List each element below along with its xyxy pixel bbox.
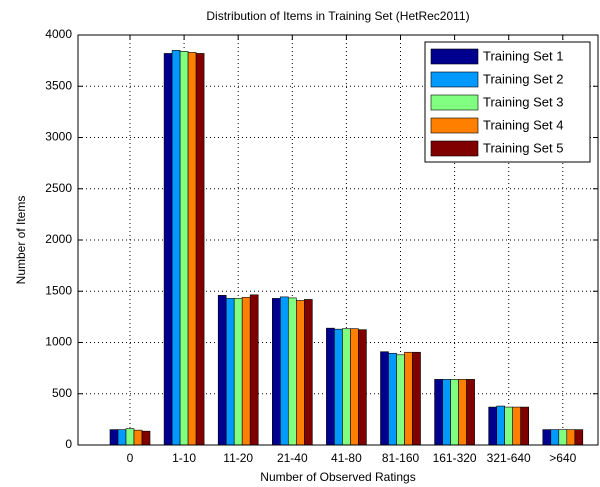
bar (496, 405, 506, 446)
bar (434, 379, 443, 446)
bar (566, 429, 576, 446)
y-tick-label: 2000 (45, 232, 72, 246)
bar (225, 298, 235, 446)
bar (358, 329, 367, 446)
bar (504, 406, 514, 446)
y-tick-label: 3500 (45, 78, 72, 92)
bar (404, 351, 413, 446)
bar (133, 429, 143, 446)
legend-label: Training Set 1 (483, 48, 563, 63)
bar (295, 300, 305, 446)
bar (287, 297, 297, 446)
bar (249, 294, 259, 446)
x-tick-label: 21-40 (277, 451, 308, 465)
bar (466, 379, 475, 446)
legend-swatch (430, 71, 479, 88)
bar (458, 379, 467, 446)
y-axis-label: Number of Items (14, 196, 28, 285)
bar (217, 295, 227, 446)
bar (350, 328, 359, 446)
y-tick-label: 4000 (45, 27, 72, 41)
bar (233, 298, 243, 446)
bar (380, 351, 389, 446)
y-tick-label: 2500 (45, 181, 72, 195)
legend-swatch (430, 94, 479, 111)
bar (303, 299, 313, 446)
legend-swatch (430, 48, 479, 65)
bar (342, 328, 351, 446)
bar (163, 53, 173, 446)
bar (412, 351, 421, 446)
bar (171, 50, 181, 446)
bar (512, 406, 522, 446)
bar (109, 429, 119, 446)
bar (326, 327, 335, 446)
x-tick-label: 161-320 (433, 451, 477, 465)
x-tick-label: 81-160 (382, 451, 420, 465)
bar (442, 379, 451, 446)
bar (396, 354, 405, 446)
bar (488, 406, 498, 446)
bar (271, 298, 281, 446)
y-tick-label: 0 (65, 437, 72, 451)
bar (550, 429, 560, 446)
bar (334, 328, 343, 446)
x-tick-label: 0 (127, 451, 134, 465)
bar (241, 297, 251, 446)
y-tick-label: 1500 (45, 283, 72, 297)
bar (141, 430, 151, 446)
legend-label: Training Set 4 (483, 117, 563, 132)
x-axis-label: Number of Observed Ratings (260, 470, 415, 484)
axes-box (77, 34, 599, 446)
bar (450, 379, 459, 446)
legend-label: Training Set 5 (483, 140, 563, 155)
legend-label: Training Set 2 (483, 71, 563, 86)
bar (187, 52, 197, 446)
x-tick-label: 321-640 (487, 451, 531, 465)
bar (388, 352, 397, 446)
bar (520, 406, 530, 446)
legend-swatch (430, 117, 479, 134)
bar (542, 429, 552, 446)
x-tick-label: 41-80 (331, 451, 362, 465)
bar (558, 429, 568, 446)
bar (279, 296, 289, 446)
y-tick-label: 500 (52, 386, 72, 400)
chart-title: Distribution of Items in Training Set (H… (206, 9, 469, 23)
bar (117, 429, 127, 446)
y-tick-label: 1000 (45, 335, 72, 349)
y-tick-label: 3000 (45, 130, 72, 144)
bar (125, 428, 135, 446)
bar (179, 51, 189, 446)
bar (574, 429, 584, 446)
legend-label: Training Set 3 (483, 94, 563, 109)
x-tick-label: 11-20 (223, 451, 253, 465)
x-tick-label: 1-10 (172, 451, 196, 465)
x-tick-label: >640 (549, 451, 576, 465)
legend-swatch (430, 140, 479, 157)
bar (195, 53, 205, 446)
